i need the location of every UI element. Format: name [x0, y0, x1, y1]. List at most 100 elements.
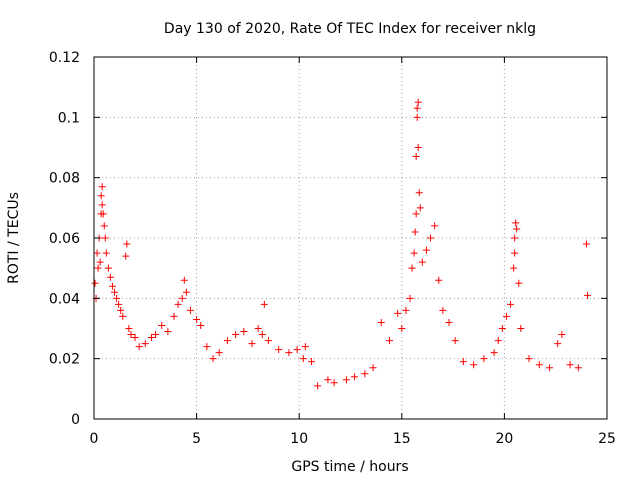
data-point — [106, 273, 114, 281]
x-axis-label: GPS time / hours — [291, 459, 408, 475]
data-point — [101, 234, 109, 242]
data-point — [413, 104, 421, 112]
data-point — [414, 98, 422, 106]
data-point — [254, 325, 262, 332]
data-point — [293, 346, 301, 354]
data-point — [164, 328, 172, 336]
data-point — [451, 337, 459, 345]
data-point — [411, 228, 419, 236]
data-point — [413, 113, 421, 121]
data-point — [439, 306, 447, 314]
data-point — [182, 288, 190, 296]
data-point — [197, 321, 205, 329]
data-point — [258, 331, 266, 339]
x-tick-label: 25 — [598, 431, 616, 447]
data-point — [104, 264, 112, 272]
data-point — [431, 222, 439, 230]
data-point — [416, 204, 424, 212]
data-point — [502, 312, 510, 320]
data-point — [275, 346, 283, 354]
data-point — [435, 276, 443, 284]
data-point — [98, 183, 106, 191]
data-point — [240, 328, 248, 336]
data-point — [115, 300, 123, 308]
y-tick-label: 0 — [71, 412, 80, 428]
data-point — [131, 334, 139, 342]
data-point — [102, 249, 110, 257]
data-point — [402, 306, 410, 314]
y-tick-label: 0.04 — [49, 291, 80, 307]
data-point — [147, 334, 155, 342]
x-tick-label: 10 — [290, 431, 308, 447]
x-axis-ticks: 0 5 10 15 20 25 — [90, 57, 616, 447]
data-point — [582, 240, 590, 248]
data-point — [119, 312, 127, 320]
data-point — [414, 144, 422, 151]
data-point — [517, 325, 525, 332]
data-point — [96, 258, 104, 266]
data-point — [566, 361, 574, 369]
data-point — [410, 249, 418, 257]
data-point — [301, 343, 309, 351]
x-tick-label: 5 — [192, 431, 201, 447]
data-point — [123, 240, 131, 248]
data-point — [525, 355, 533, 363]
y-tick-label: 0.02 — [49, 352, 80, 368]
data-point — [535, 361, 543, 369]
data-point — [515, 279, 523, 287]
data-point — [203, 343, 211, 351]
data-point — [377, 318, 385, 326]
data-point — [511, 249, 519, 257]
data-point — [111, 288, 119, 296]
data-point — [512, 219, 520, 227]
data-point — [125, 325, 133, 332]
data-point — [260, 300, 268, 308]
data-point — [330, 379, 338, 387]
data-point — [215, 349, 223, 357]
data-point — [418, 258, 426, 266]
data-point — [299, 355, 307, 363]
data-point — [158, 321, 166, 329]
data-point — [480, 355, 488, 363]
data-point — [546, 364, 554, 372]
data-point — [113, 294, 121, 302]
data-point — [178, 294, 186, 302]
y-tick-label: 0.06 — [49, 231, 80, 247]
data-point — [459, 358, 467, 366]
chart-title: Day 130 of 2020, Rate Of TEC Index for r… — [164, 21, 536, 37]
y-axis-ticks: 0 0.02 0.04 0.06 0.08 0.1 0.12 — [49, 50, 607, 428]
data-point — [510, 264, 518, 272]
data-point — [314, 382, 322, 390]
data-point — [361, 370, 369, 378]
x-tick-label: 20 — [495, 431, 513, 447]
data-point — [412, 153, 420, 161]
data-point — [122, 252, 130, 260]
data-point — [558, 331, 566, 339]
data-point — [415, 189, 423, 197]
data-point — [342, 376, 350, 384]
x-tick-label: 0 — [90, 431, 99, 447]
data-point — [412, 210, 420, 218]
data-point — [180, 276, 188, 284]
y-tick-label: 0.08 — [49, 171, 80, 187]
data-point — [494, 337, 502, 345]
y-axis-label: ROTI / TECUs — [6, 192, 22, 284]
data-point — [574, 364, 582, 372]
data-point — [223, 337, 231, 345]
data-point — [369, 364, 377, 372]
data-point — [554, 340, 562, 348]
data-point — [408, 264, 416, 272]
data-point — [385, 337, 393, 345]
data-point — [513, 225, 521, 233]
data-point — [152, 331, 160, 339]
data-point — [498, 325, 506, 332]
grid-lines — [94, 57, 607, 419]
data-point — [422, 246, 430, 254]
data-point — [170, 312, 178, 320]
data-point — [186, 306, 194, 314]
data-point — [99, 210, 107, 218]
y-tick-label: 0.12 — [49, 50, 80, 66]
data-point — [406, 294, 414, 302]
